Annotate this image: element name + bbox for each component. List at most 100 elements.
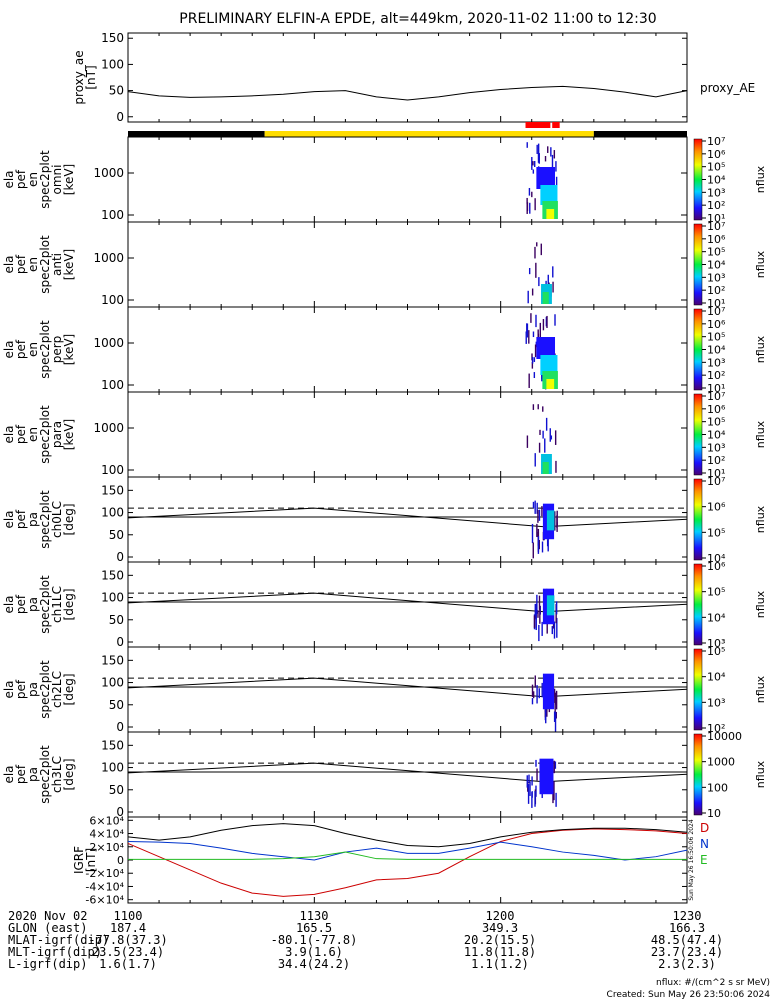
spec-perp-cbar-title: nflux: [754, 335, 767, 363]
footer-row-label: MLAT-igrf(dip): [8, 933, 109, 947]
pa-ch3LC-pixel: [529, 781, 531, 796]
spec-para-ylabel-line: [keV]: [62, 419, 76, 450]
pa-ch1LC-cbar-label: 10³: [707, 637, 725, 650]
pa-ch1LC-ytick-label: 50: [109, 613, 124, 627]
spec-para-pixel: [532, 404, 535, 410]
spec-anti-cbar-label: 10⁵: [707, 246, 725, 259]
pa-ch2LC-pixel: [546, 703, 548, 717]
spec-perp-ylabel-line: ela: [2, 340, 16, 358]
pa-ch3LC-ylabel-line: ela: [2, 765, 16, 783]
pa-ch2LC-cbar-title: nflux: [754, 675, 767, 703]
spec-omni-ylabel-line: spec2plot: [38, 150, 52, 209]
footer-row-value: 11.8(11.8): [464, 945, 536, 959]
pa-ch3LC-lc-line: [127, 762, 688, 783]
spec-anti-pixel: [528, 267, 531, 275]
pa-ch3LC-ylabel-line: pef: [14, 764, 28, 784]
pa-ch3LC-pixel: [526, 775, 528, 788]
pa-ch0LC-pixel: [536, 502, 538, 514]
spec-omni-pixel: [544, 156, 547, 162]
pa-ch0LC-ytick-label: 100: [101, 506, 124, 520]
pa-ch3LC-ytick-label: 150: [101, 738, 124, 752]
pa-ch0LC-pixel: [536, 523, 538, 538]
pa-ch2LC-pixel: [554, 712, 557, 732]
spec-omni-pixel: [547, 146, 549, 153]
pa-ch2LC-pixel: [532, 691, 535, 699]
footer-row-label: L-igrf(dip): [8, 957, 87, 971]
spec-perp-cbar-label: 10²: [707, 369, 725, 382]
pa-ch1LC-pixel: [551, 626, 553, 635]
spec-omni-ylabel-line: omni: [50, 165, 64, 195]
pa-ch2LC-pixel: [534, 675, 536, 688]
spec-perp-ylabel-line: [keV]: [62, 334, 76, 365]
spec-perp-pixel: [533, 372, 536, 379]
pa-ch1LC-pixel: [534, 603, 536, 619]
pa-ch0LC-lc-line: [127, 507, 688, 528]
pa-ch1LC-pixel: [539, 605, 541, 624]
spec-anti-colorbar: [693, 223, 703, 306]
pa-ch3LC-pixel: [554, 761, 557, 769]
pa-ch2LC-core: [542, 673, 555, 710]
pa-ch0LC-cbar-label: 10⁶: [707, 501, 726, 514]
spec-omni-pixel: [526, 204, 528, 214]
igrf-series-N: [127, 840, 688, 861]
spec-perp-pixel: [546, 315, 548, 329]
spec-para-pixel: [550, 435, 553, 440]
spec-anti-pixel: [552, 266, 554, 278]
spec-para-cbar-label: 10¹: [707, 467, 725, 480]
pa-ch3LC-pixel: [528, 774, 530, 784]
footer-row-value: 1200: [486, 909, 515, 923]
pa-ch3LC-cbar-label: 1000: [707, 756, 735, 769]
spec-anti-cbar-label: 10⁴: [707, 259, 726, 272]
spec-omni-ylabel-line: ela: [2, 170, 16, 188]
pa-ch1LC-pixel: [535, 611, 537, 631]
pa-ch1LC-frame: [127, 561, 688, 648]
spec-perp-cbar-label: 10³: [707, 356, 725, 369]
pa-ch3LC-cbar-title: nflux: [754, 760, 767, 788]
spec-anti-cbar-label: 10⁶: [707, 233, 726, 246]
igrf-legend-D: D: [700, 821, 709, 835]
spec-para-cbar-label: 10⁵: [707, 416, 725, 429]
pa-ch1LC-ytick-label: 150: [101, 568, 124, 582]
pa-ch3LC-pixel: [553, 760, 555, 774]
pa-ch2LC-pixel: [538, 688, 540, 699]
spec-perp-pixel: [533, 357, 536, 362]
footer-table: 2020 Nov 02 1100 1130 1200 1230 GLON (east) 18…: [8, 909, 723, 971]
spec-perp-pixel: [525, 331, 527, 344]
pa-ch3LC-ytick-label: 100: [101, 761, 124, 775]
footer-row-label: GLON (east): [8, 921, 87, 935]
spec-omni-cbar-title: nflux: [754, 165, 767, 193]
pa-ch1LC-pixel: [541, 621, 543, 636]
pa-ch0LC-cbar-label: 10⁴: [707, 552, 726, 565]
spec-perp-cbar-label: 10⁵: [707, 331, 725, 344]
spec-omni-cbar-label: 10¹: [707, 212, 725, 225]
pa-ch1LC-cbar-label: 10⁵: [707, 586, 725, 599]
pa-ch1LC-pixel: [533, 615, 536, 628]
pa-ch0LC-ylabel-line: pa: [26, 512, 40, 527]
pa-ch0LC-cbar-label: 10⁷: [707, 475, 725, 488]
pa-ch1LC-ylabel-line: [deg]: [62, 589, 76, 621]
pa-ch3LC-pixel: [536, 768, 538, 781]
footer-row-value: -77.8(37.3): [88, 933, 167, 947]
spec-para-cbar-label: 10³: [707, 441, 725, 454]
pa-ch3LC-pixel: [527, 784, 530, 804]
pa-ch0LC-colorbar: [693, 478, 703, 561]
pa-ch1LC-ylabel-line: ela: [2, 595, 16, 613]
spec-anti-pixel: [527, 290, 529, 304]
spec-para-ylabel-line: spec2plot: [38, 405, 52, 464]
pa-ch0LC-ylabel-line: ela: [2, 510, 16, 528]
pa-ch0LC-pixel: [532, 542, 534, 559]
orbit-segment-red: [552, 122, 560, 128]
pa-ch0LC-pixel: [556, 515, 558, 528]
spec-anti-ylabel-line: [keV]: [62, 249, 76, 280]
spec-omni-ylabel-line: [keV]: [62, 164, 76, 195]
pa-ch1LC-pixel: [536, 594, 538, 614]
pa-ch1LC-pixel: [546, 619, 548, 634]
spec-omni-cbar-label: 10²: [707, 199, 725, 212]
spec-perp-ylabel-line: pef: [14, 339, 28, 359]
spec-para-pixel: [544, 438, 546, 453]
pa-ch2LC-pixel: [553, 711, 556, 722]
